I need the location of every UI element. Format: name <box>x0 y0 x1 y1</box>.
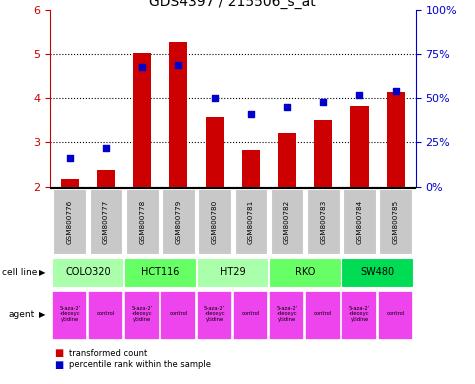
Text: RKO: RKO <box>295 267 315 277</box>
FancyBboxPatch shape <box>199 189 231 254</box>
FancyBboxPatch shape <box>305 291 340 339</box>
Point <box>283 104 291 110</box>
FancyBboxPatch shape <box>233 291 267 339</box>
FancyBboxPatch shape <box>269 258 341 287</box>
Point <box>102 145 110 151</box>
Point <box>356 92 363 98</box>
FancyBboxPatch shape <box>88 291 122 339</box>
Text: ▶: ▶ <box>38 310 45 319</box>
Text: 5-aza-2’
-deoxyc
ytidine: 5-aza-2’ -deoxyc ytidine <box>132 306 153 322</box>
Bar <box>314 121 332 187</box>
FancyBboxPatch shape <box>380 189 412 254</box>
Point <box>138 63 146 70</box>
FancyBboxPatch shape <box>235 189 267 254</box>
Bar <box>278 133 296 187</box>
Text: HT29: HT29 <box>220 267 246 277</box>
Text: SW480: SW480 <box>361 267 395 277</box>
Text: percentile rank within the sample: percentile rank within the sample <box>69 360 211 369</box>
FancyBboxPatch shape <box>197 258 268 287</box>
FancyBboxPatch shape <box>126 189 159 254</box>
Title: GDS4397 / 215506_s_at: GDS4397 / 215506_s_at <box>149 0 316 9</box>
Text: control: control <box>169 311 188 316</box>
Bar <box>351 106 369 187</box>
Text: GSM800783: GSM800783 <box>320 199 326 243</box>
Point <box>175 62 182 68</box>
FancyBboxPatch shape <box>124 291 159 339</box>
Text: GSM800779: GSM800779 <box>175 199 181 243</box>
Bar <box>97 170 115 187</box>
Text: cell line: cell line <box>2 268 38 277</box>
Text: 5-aza-2’
-deoxyc
ytidine: 5-aza-2’ -deoxyc ytidine <box>349 306 370 322</box>
Bar <box>170 42 188 187</box>
FancyBboxPatch shape <box>161 291 195 339</box>
FancyBboxPatch shape <box>124 258 196 287</box>
Text: ■: ■ <box>55 360 64 370</box>
Text: control: control <box>242 311 260 316</box>
FancyBboxPatch shape <box>269 291 304 339</box>
Text: 5-aza-2’
-deoxyc
ytidine: 5-aza-2’ -deoxyc ytidine <box>59 306 80 322</box>
Point <box>66 155 74 161</box>
FancyBboxPatch shape <box>307 189 340 254</box>
Text: control: control <box>387 311 405 316</box>
Bar <box>242 149 260 187</box>
Text: GSM800780: GSM800780 <box>212 199 218 243</box>
Text: 5-aza-2’
-deoxyc
ytidine: 5-aza-2’ -deoxyc ytidine <box>204 306 225 322</box>
Text: GSM800785: GSM800785 <box>393 199 399 243</box>
FancyBboxPatch shape <box>271 189 304 254</box>
Text: agent: agent <box>9 310 35 319</box>
Point <box>247 111 255 117</box>
Text: ■: ■ <box>55 348 64 358</box>
Point <box>211 95 218 101</box>
FancyBboxPatch shape <box>52 291 86 339</box>
Bar <box>133 53 151 187</box>
FancyBboxPatch shape <box>342 291 376 339</box>
FancyBboxPatch shape <box>343 189 376 254</box>
Text: COLO320: COLO320 <box>65 267 111 277</box>
Text: ▶: ▶ <box>38 268 45 277</box>
Bar <box>206 117 224 187</box>
Bar <box>61 179 79 187</box>
FancyBboxPatch shape <box>54 189 86 254</box>
FancyBboxPatch shape <box>342 258 413 287</box>
Text: GSM800778: GSM800778 <box>139 199 145 243</box>
Text: GSM800784: GSM800784 <box>357 199 362 243</box>
FancyBboxPatch shape <box>162 189 195 254</box>
FancyBboxPatch shape <box>90 189 122 254</box>
Point <box>320 99 327 105</box>
FancyBboxPatch shape <box>52 258 124 287</box>
Text: GSM800781: GSM800781 <box>248 199 254 243</box>
Text: control: control <box>97 311 115 316</box>
Text: 5-aza-2’
-deoxyc
ytidine: 5-aza-2’ -deoxyc ytidine <box>276 306 298 322</box>
Bar <box>387 92 405 187</box>
Point <box>392 88 399 94</box>
Text: transformed count: transformed count <box>69 349 147 358</box>
FancyBboxPatch shape <box>378 291 412 339</box>
Text: GSM800776: GSM800776 <box>67 199 73 243</box>
FancyBboxPatch shape <box>197 291 231 339</box>
Text: GSM800777: GSM800777 <box>103 199 109 243</box>
Text: HCT116: HCT116 <box>141 267 180 277</box>
Text: GSM800782: GSM800782 <box>284 199 290 243</box>
Text: control: control <box>314 311 332 316</box>
